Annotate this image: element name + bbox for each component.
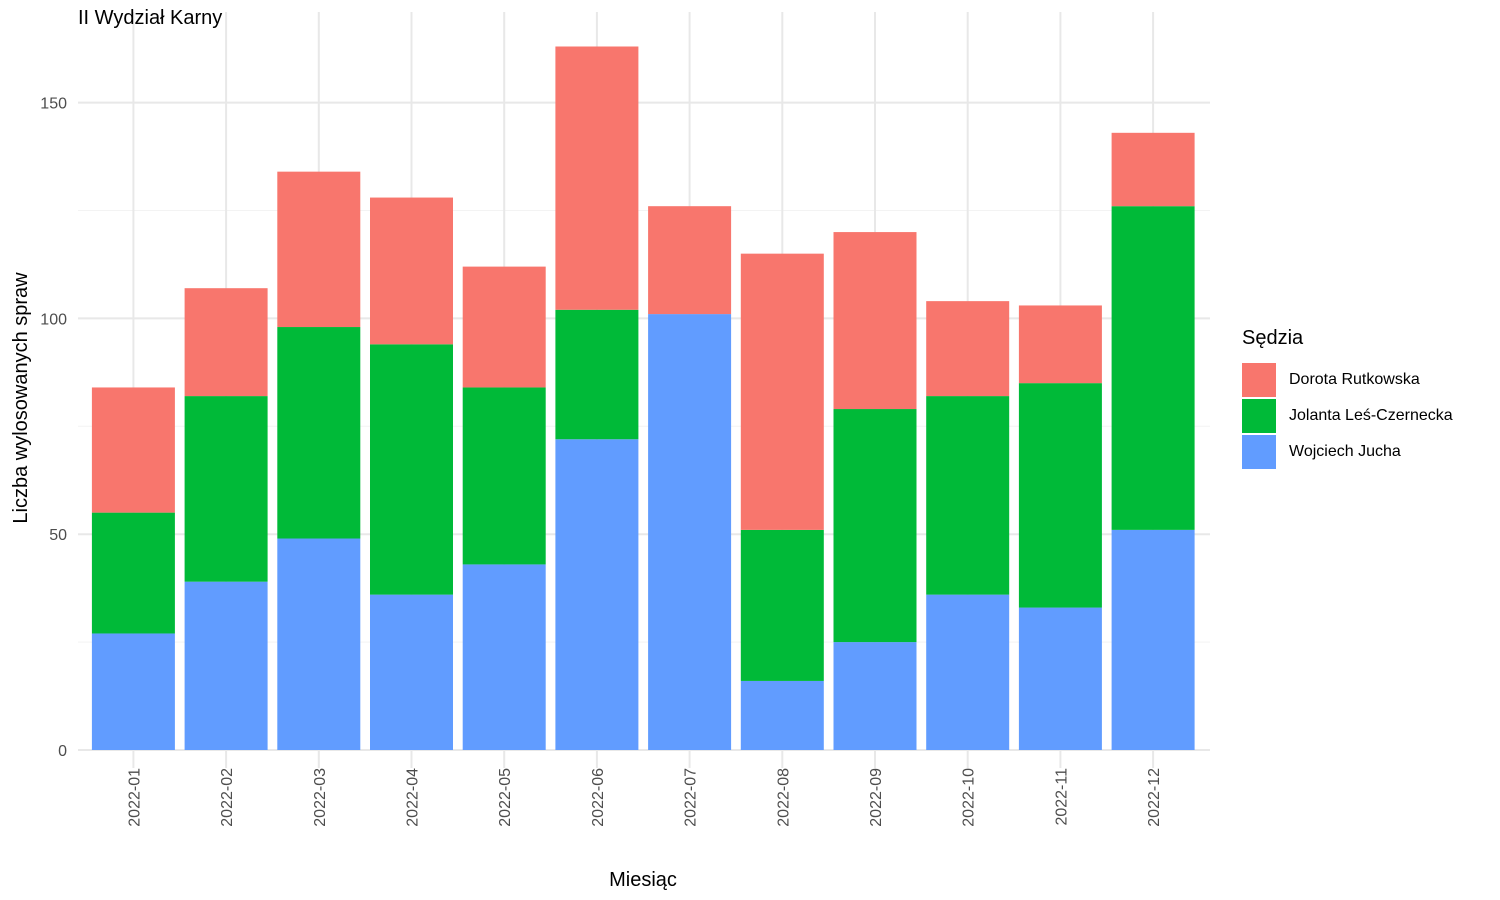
y-tick-label: 50: [49, 527, 67, 544]
bar-segment: [926, 396, 1010, 595]
x-tick-label: 2022-07: [683, 768, 700, 827]
legend-title: Sędzia: [1242, 327, 1304, 349]
chart-title: II Wydział Karny: [78, 7, 223, 29]
legend-swatch: [1242, 363, 1276, 397]
bar-segment: [1018, 383, 1102, 608]
legend-label: Wojciech Jucha: [1289, 443, 1401, 460]
bar-segment: [184, 396, 268, 582]
legend-items: Dorota Rutkowska Jolanta Leś-Czernecka Woj…: [1242, 362, 1453, 470]
y-axis-label: Liczba wylosowanych spraw: [10, 272, 32, 524]
bar-segment: [184, 581, 268, 750]
y-tick-label: 0: [58, 743, 67, 760]
legend-swatch: [1242, 435, 1276, 469]
bar-segment: [462, 266, 546, 388]
bar-segment: [462, 387, 546, 565]
bar-segment: [1018, 305, 1102, 384]
legend-item: Wojciech Jucha: [1242, 434, 1453, 470]
bar-segment: [91, 512, 175, 634]
bar-segment: [462, 564, 546, 750]
x-tick-label: 2022-06: [590, 768, 607, 827]
bar-segment: [648, 206, 732, 315]
bar-segment: [1111, 132, 1195, 207]
bar-segment: [555, 439, 639, 750]
bar-segment: [370, 197, 453, 345]
x-tick-label: 2022-01: [126, 768, 143, 827]
x-tick-label: 2022-10: [961, 768, 978, 827]
legend: Sędzia Dorota Rutkowska Jolanta Leś-Czern…: [1242, 327, 1453, 470]
bar-segment: [833, 232, 917, 410]
bar-segment: [740, 253, 824, 530]
bar-segment: [277, 171, 361, 328]
bar-segment: [277, 327, 361, 539]
bar-segment: [926, 594, 1010, 750]
bar-segment: [370, 344, 453, 595]
x-axis-ticks: 2022-01 2022-02 2022-03 2022-04 2022-05 2022-…: [126, 768, 1163, 827]
x-tick-label: 2022-04: [405, 768, 422, 827]
bars: [91, 46, 1195, 750]
legend-label: Jolanta Leś-Czernecka: [1289, 407, 1453, 424]
legend-label: Dorota Rutkowska: [1289, 371, 1420, 388]
bar-segment: [1111, 206, 1195, 530]
x-tick-label: 2022-08: [775, 768, 792, 827]
x-tick-label: 2022-03: [312, 768, 329, 827]
y-axis-ticks: 0 50 100 150: [40, 96, 67, 760]
x-tick-label: 2022-02: [219, 768, 236, 827]
bar-segment: [555, 309, 639, 440]
x-axis-label: Miesiąc: [609, 869, 677, 891]
bar-segment: [184, 288, 268, 397]
legend-item: Jolanta Leś-Czernecka: [1242, 398, 1453, 434]
bar-segment: [555, 46, 639, 310]
x-tick-label: 2022-09: [868, 768, 885, 827]
y-tick-label: 100: [40, 311, 67, 328]
bar-segment: [370, 594, 453, 750]
bar-segment: [833, 642, 917, 750]
bar-segment: [833, 409, 917, 643]
bar-segment: [740, 529, 824, 681]
bar-segment: [1111, 529, 1195, 750]
bar-segment: [277, 538, 361, 750]
bar-segment: [1018, 607, 1102, 750]
bar-segment: [926, 301, 1010, 397]
x-tick-label: 2022-12: [1146, 768, 1163, 827]
bar-segment: [740, 680, 824, 750]
x-tick-label: 2022-11: [1053, 768, 1070, 826]
legend-item: Dorota Rutkowska: [1242, 362, 1453, 398]
x-tick-label: 2022-05: [497, 768, 514, 827]
bar-segment: [648, 314, 732, 750]
y-tick-label: 150: [40, 96, 67, 113]
bar-segment: [91, 633, 175, 750]
bar-segment: [91, 387, 175, 513]
legend-swatch: [1242, 399, 1276, 433]
